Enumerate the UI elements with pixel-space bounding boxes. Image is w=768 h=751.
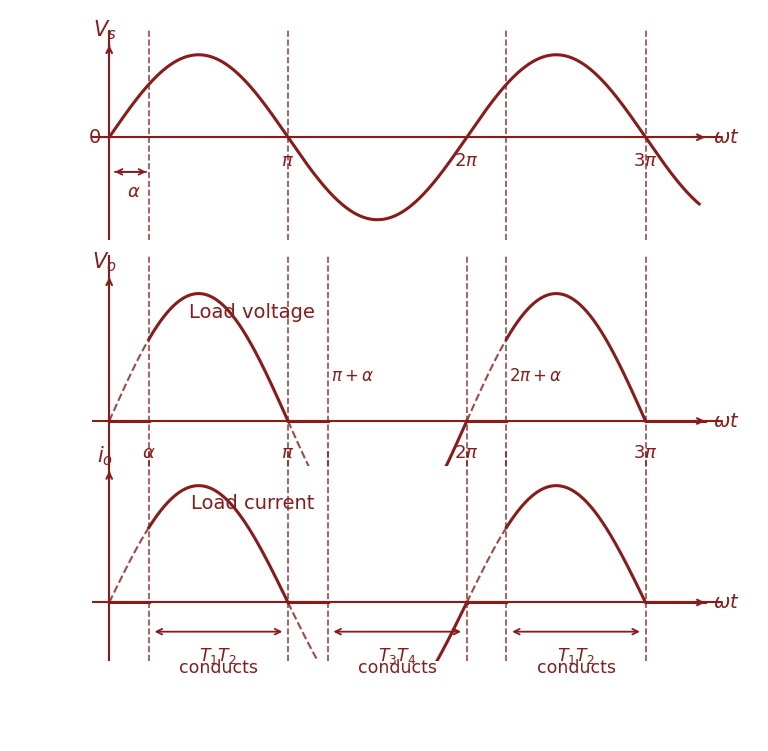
Text: $V_s$: $V_s$ (93, 19, 117, 42)
Text: Load voltage: Load voltage (189, 303, 315, 322)
Text: conducts: conducts (537, 659, 615, 677)
Text: $T_1T_2$: $T_1T_2$ (557, 646, 595, 665)
Text: $\pi$: $\pi$ (281, 444, 295, 462)
Text: $\alpha$: $\alpha$ (127, 182, 141, 201)
Text: $\pi+\alpha$: $\pi+\alpha$ (330, 367, 374, 385)
Text: $2\pi$: $2\pi$ (455, 152, 479, 170)
Text: $\omega t$: $\omega t$ (713, 412, 740, 430)
Text: $\alpha$: $\alpha$ (142, 444, 156, 462)
Text: $T_3T_4$: $T_3T_4$ (378, 646, 416, 665)
Text: $0$: $0$ (88, 128, 101, 146)
Text: $2\pi$: $2\pi$ (455, 444, 479, 462)
Text: conducts: conducts (358, 659, 437, 677)
Text: $V_o$: $V_o$ (92, 251, 117, 274)
Text: $T_1T_2$: $T_1T_2$ (200, 646, 237, 665)
Text: Load current: Load current (190, 493, 314, 513)
Text: $\omega t$: $\omega t$ (713, 593, 740, 612)
Text: $\omega t$: $\omega t$ (713, 128, 740, 146)
Text: $2\pi+\alpha$: $2\pi+\alpha$ (509, 367, 563, 385)
Text: $3\pi$: $3\pi$ (634, 444, 658, 462)
Text: $\pi$: $\pi$ (281, 152, 295, 170)
Text: $3\pi$: $3\pi$ (634, 152, 658, 170)
Text: $i_o$: $i_o$ (97, 445, 113, 468)
Text: conducts: conducts (179, 659, 258, 677)
